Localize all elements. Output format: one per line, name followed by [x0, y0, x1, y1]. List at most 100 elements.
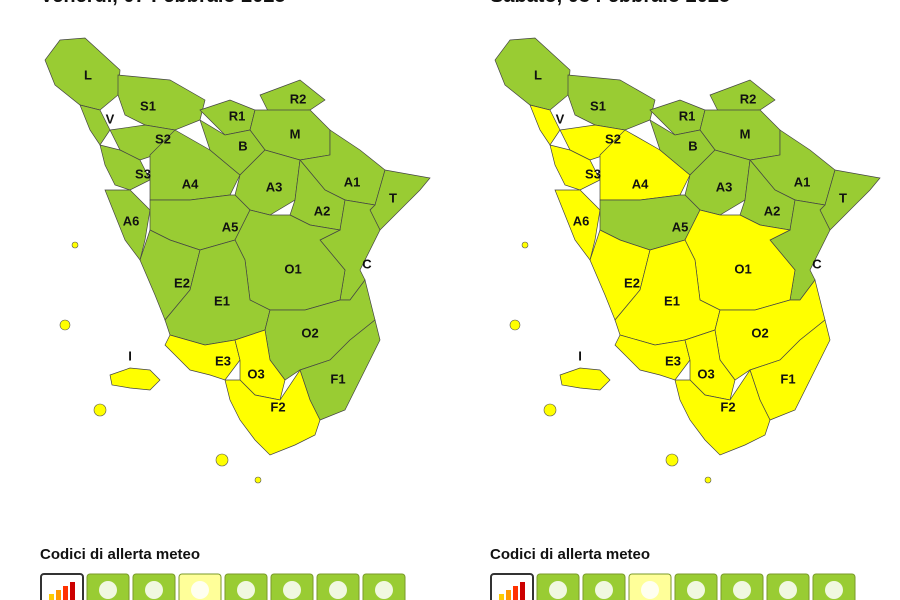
zone-label: M	[740, 126, 751, 141]
icon-shape	[145, 581, 163, 599]
zone-label: S2	[605, 131, 621, 146]
legend-icon	[40, 573, 84, 600]
islet	[59, 319, 71, 331]
zone-label: R1	[679, 108, 696, 123]
icon-shape	[595, 581, 613, 599]
icon-bar	[506, 590, 511, 600]
icon-shape	[549, 581, 567, 599]
icon-bar	[63, 586, 68, 600]
zone-label: A4	[182, 176, 199, 191]
islet	[665, 453, 679, 467]
zone-label: A5	[222, 219, 239, 234]
icon-bar	[56, 590, 61, 600]
zone-label: C	[362, 256, 372, 271]
zone-label: C	[812, 256, 822, 271]
icon-bar	[49, 594, 54, 600]
zone-label: I	[128, 348, 132, 363]
zone-label: O3	[697, 366, 714, 381]
icon-shape	[237, 581, 255, 599]
icon-shape	[687, 581, 705, 599]
zone-label: S3	[585, 166, 601, 181]
zone-label: V	[556, 111, 565, 126]
zone-label: O2	[751, 325, 768, 340]
zone	[44, 37, 121, 111]
islet	[543, 403, 557, 417]
zone-label: F2	[720, 399, 735, 414]
zone-label: F2	[270, 399, 285, 414]
zone-label: S1	[590, 98, 606, 113]
zone-label: B	[688, 138, 697, 153]
zone-label: A4	[632, 176, 649, 191]
zone-label: O2	[301, 325, 318, 340]
zone	[529, 104, 561, 146]
icon-shape	[329, 581, 347, 599]
legend-icon	[490, 573, 534, 600]
zone	[549, 144, 601, 191]
zone-label: R2	[740, 91, 757, 106]
zone-label: R1	[229, 108, 246, 123]
zone-label: O1	[734, 261, 751, 276]
zone-label: A3	[716, 179, 733, 194]
islet	[93, 403, 107, 417]
zone-label: A1	[344, 174, 361, 189]
legend-title: Codici di allerta meteo	[490, 546, 650, 563]
zone-label: A6	[573, 213, 590, 228]
zone-label: V	[106, 111, 115, 126]
map: Sabato, 08 Febbraio 2025 L S1 V S2 S3 A6 A4 R1 R2…	[490, 0, 881, 600]
zone-label: E2	[174, 275, 190, 290]
zone-label: A5	[672, 219, 689, 234]
icon-shape	[641, 581, 659, 599]
zone-label: A2	[764, 203, 781, 218]
zone-label: B	[238, 138, 247, 153]
zone-label: L	[534, 67, 542, 82]
zone-label: M	[290, 126, 301, 141]
zone-label: A6	[123, 213, 140, 228]
zone	[559, 367, 611, 391]
zone	[104, 189, 151, 261]
zone	[117, 74, 206, 131]
zone-label: E1	[214, 293, 230, 308]
icon-shape	[99, 581, 117, 599]
islet	[521, 241, 529, 249]
icon-shape	[283, 581, 301, 599]
zone	[79, 104, 111, 146]
zone-label: E1	[664, 293, 680, 308]
icon-shape	[825, 581, 843, 599]
zone	[99, 144, 151, 191]
zone-label: R2	[290, 91, 307, 106]
islet	[215, 453, 229, 467]
zone-label: O3	[247, 366, 264, 381]
islet	[509, 319, 521, 331]
icon-bar	[70, 582, 75, 600]
zone-label: S1	[140, 98, 156, 113]
map: Venerdì, 07 Febbraio 2025 L S1 V S2 S3 A6 A4 R1 R…	[40, 0, 431, 600]
zone-label: E2	[624, 275, 640, 290]
zone	[224, 369, 321, 456]
icon-shape	[191, 581, 209, 599]
icon-bar	[499, 594, 504, 600]
zone	[109, 367, 161, 391]
zone-label: A1	[794, 174, 811, 189]
map-title: Venerdì, 07 Febbraio 2025	[40, 0, 286, 7]
zone	[674, 369, 771, 456]
zone	[494, 37, 571, 111]
zone-label: S2	[155, 131, 171, 146]
zone-label: O1	[284, 261, 301, 276]
zone-label: L	[84, 67, 92, 82]
map-title: Sabato, 08 Febbraio 2025	[490, 0, 730, 7]
zone-label: T	[839, 190, 847, 205]
zone-label: E3	[215, 353, 231, 368]
icon-bar	[513, 586, 518, 600]
zone-label: S3	[135, 166, 151, 181]
zone-label: F1	[330, 371, 345, 386]
zone-label: E3	[665, 353, 681, 368]
icon-shape	[375, 581, 393, 599]
zone	[614, 334, 691, 381]
zone-label: A2	[314, 203, 331, 218]
islet	[704, 476, 712, 484]
zone-label: I	[578, 348, 582, 363]
zone-label: T	[389, 190, 397, 205]
icon-bar	[520, 582, 525, 600]
